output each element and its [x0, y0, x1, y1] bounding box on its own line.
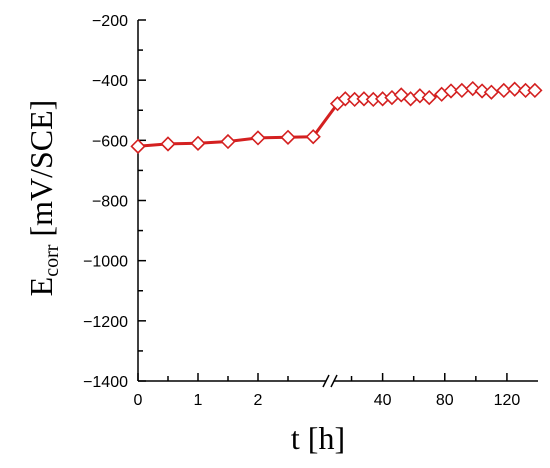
data-point-marker	[337, 91, 353, 107]
data-point-marker	[421, 89, 437, 106]
data-point-marker	[393, 87, 409, 103]
data-point-marker	[454, 82, 470, 99]
y-tick-label: −800	[92, 194, 128, 211]
data-point-marker	[305, 129, 321, 145]
data-point-marker	[220, 133, 236, 150]
data-point-marker	[356, 91, 372, 107]
data-point-marker	[280, 129, 296, 145]
data-point-marker	[250, 130, 266, 146]
y-tick-label: −200	[92, 13, 128, 30]
x-tick-label: 80	[436, 392, 454, 409]
x-axis-break-mark	[330, 374, 338, 388]
x-axis-title: t [h]	[291, 420, 345, 456]
x-tick-label: 120	[494, 392, 521, 409]
data-point-marker	[443, 83, 459, 99]
data-point-marker	[483, 84, 500, 100]
chart-series	[130, 80, 543, 154]
data-point-marker	[130, 138, 146, 154]
chart-axes: −200 −400 −600 −800 −1000 −1200 −1400 0 1 2 40 80 12…	[83, 13, 538, 409]
y-axis-title-unit: [mV/SCE]	[23, 100, 59, 245]
x-axis-break-mark	[322, 374, 330, 388]
y-tick-label: −600	[92, 133, 128, 150]
data-point-marker	[412, 88, 428, 104]
y-axis-title-subscript: corr	[41, 244, 63, 277]
y-axis-title: Ecorr [mV/SCE]	[23, 100, 63, 297]
y-tick-label: −1200	[83, 314, 128, 331]
y-tick-label: −400	[92, 73, 128, 90]
x-tick-label: 40	[374, 392, 392, 409]
data-point-marker	[507, 81, 523, 97]
chart-labels: t [h] Ecorr [mV/SCE]	[23, 100, 345, 456]
data-point-marker	[474, 83, 490, 99]
x-tick-label: 2	[254, 392, 263, 409]
x-tick-label: 0	[134, 392, 143, 409]
y-tick-label: −1400	[83, 374, 128, 391]
data-point-marker	[190, 135, 206, 151]
y-tick-label: −1000	[83, 254, 128, 271]
data-point-marker	[527, 82, 543, 99]
data-point-marker	[160, 136, 176, 152]
x-tick-label: 1	[194, 392, 203, 409]
y-axis-title-main: E	[23, 277, 59, 297]
